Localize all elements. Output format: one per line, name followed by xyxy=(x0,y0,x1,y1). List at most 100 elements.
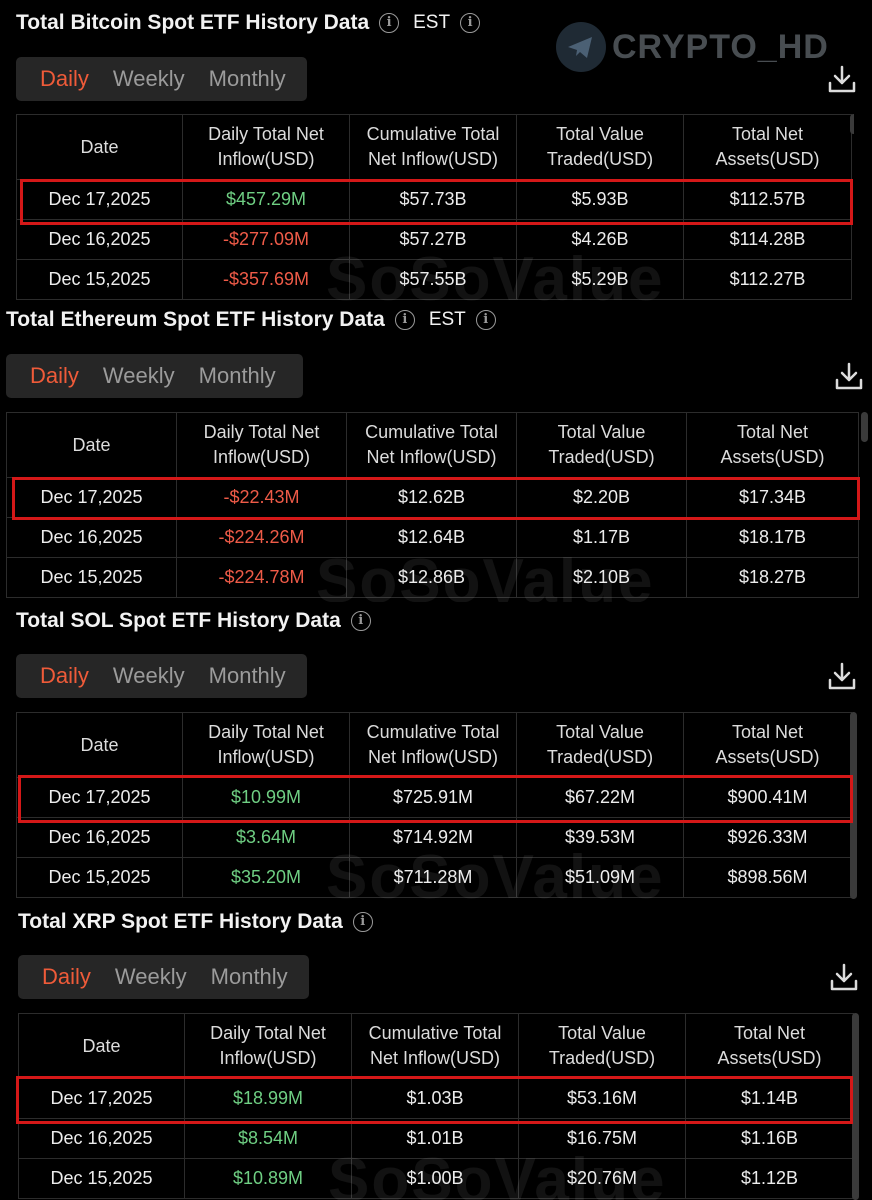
cumulative-inflow-cell: $711.28M xyxy=(349,857,517,898)
table-row[interactable]: Dec 17,2025 $18.99M $1.03B $53.16M $1.14… xyxy=(18,1078,854,1119)
date-cell: Dec 16,2025 xyxy=(16,219,183,260)
xrp-period-tabs: Daily Weekly Monthly xyxy=(18,955,309,999)
download-icon[interactable] xyxy=(834,361,864,391)
table-row[interactable]: Dec 16,2025 $8.54M $1.01B $16.75M $1.16B xyxy=(18,1118,854,1159)
info-icon[interactable]: i xyxy=(350,611,371,631)
tab-monthly[interactable]: Monthly xyxy=(210,964,288,989)
timezone-label[interactable]: EST xyxy=(428,309,466,330)
date-cell: Dec 17,2025 xyxy=(16,777,183,818)
sosovalue-watermark: SoSoValue xyxy=(326,245,665,301)
table-row[interactable]: Dec 15,2025 $35.20M $711.28M $51.09M $89… xyxy=(16,857,852,898)
btc-table-panel: Date Daily Total Net Inflow(USD) Cumulati… xyxy=(16,114,854,301)
download-icon[interactable] xyxy=(827,661,857,691)
eth-period-tabs: Daily Weekly Monthly xyxy=(6,354,303,398)
tab-weekly[interactable]: Weekly xyxy=(102,363,175,388)
tab-daily[interactable]: Daily xyxy=(40,663,89,688)
column-header: Total Value Traded(USD) xyxy=(516,412,687,478)
column-header: Total Net Assets(USD) xyxy=(686,412,859,478)
info-icon[interactable]: i xyxy=(352,912,373,932)
cumulative-inflow-cell: $714.92M xyxy=(349,817,517,858)
daily-inflow-cell: $8.54M xyxy=(184,1118,352,1159)
net-assets-cell: $18.17B xyxy=(686,517,859,558)
eth-title-row: Total Ethereum Spot ETF History Data i E… xyxy=(6,305,496,335)
info-icon[interactable]: i xyxy=(475,310,496,330)
date-cell: Dec 15,2025 xyxy=(18,1158,185,1199)
info-icon[interactable]: i xyxy=(379,13,400,33)
section-title: Total Bitcoin Spot ETF History Data xyxy=(16,11,370,34)
value-traded-cell: $5.93B xyxy=(516,179,684,220)
column-header: Daily Total Net Inflow(USD) xyxy=(182,712,350,778)
tab-weekly[interactable]: Weekly xyxy=(114,964,187,989)
value-traded-cell: $53.16M xyxy=(518,1078,686,1119)
column-header: Date xyxy=(6,412,177,478)
daily-inflow-cell: -$22.43M xyxy=(176,477,347,518)
net-assets-cell: $114.28B xyxy=(683,219,852,260)
table-row[interactable]: Dec 16,2025 -$277.09M $57.27B $4.26B $11… xyxy=(16,219,852,260)
daily-inflow-cell: $18.99M xyxy=(184,1078,352,1119)
table-row[interactable]: Dec 15,2025 -$357.69M $57.55B $5.29B $11… xyxy=(16,259,852,300)
column-header: Daily Total Net Inflow(USD) xyxy=(184,1013,352,1079)
scrollbar[interactable] xyxy=(850,114,854,134)
xrp-title-row: Total XRP Spot ETF History Data i xyxy=(18,907,373,937)
download-icon[interactable] xyxy=(829,962,859,992)
highlight-box xyxy=(12,477,860,520)
info-icon[interactable]: i xyxy=(460,13,481,33)
tab-daily[interactable]: Daily xyxy=(40,66,89,91)
value-traded-cell: $39.53M xyxy=(516,817,684,858)
column-header: Total Value Traded(USD) xyxy=(516,712,684,778)
table-row[interactable]: Dec 16,2025 $3.64M $714.92M $39.53M $926… xyxy=(16,817,852,858)
tab-daily[interactable]: Daily xyxy=(30,363,79,388)
tab-weekly[interactable]: Weekly xyxy=(112,66,185,91)
table-row[interactable]: Dec 15,2025 -$224.78M $12.86B $2.10B $18… xyxy=(6,557,859,598)
btc-table: Date Daily Total Net Inflow(USD) Cumulati… xyxy=(16,114,852,300)
table-header-row: Date Daily Total Net Inflow(USD) Cumulati… xyxy=(18,1013,854,1079)
highlight-box xyxy=(20,179,853,225)
tab-monthly[interactable]: Monthly xyxy=(208,663,286,688)
date-cell: Dec 16,2025 xyxy=(18,1118,185,1159)
column-header: Daily Total Net Inflow(USD) xyxy=(176,412,347,478)
date-cell: Dec 15,2025 xyxy=(16,857,183,898)
value-traded-cell: $67.22M xyxy=(516,777,684,818)
download-icon[interactable] xyxy=(827,64,857,94)
column-header: Date xyxy=(18,1013,185,1079)
cumulative-inflow-cell: $57.27B xyxy=(349,219,517,260)
tab-monthly[interactable]: Monthly xyxy=(208,66,286,91)
column-header: Cumulative Total Net Inflow(USD) xyxy=(351,1013,519,1079)
highlight-box xyxy=(16,1076,853,1124)
value-traded-cell: $4.26B xyxy=(516,219,684,260)
cumulative-inflow-cell: $1.00B xyxy=(351,1158,519,1199)
scrollbar[interactable] xyxy=(852,1013,859,1200)
daily-inflow-cell: -$357.69M xyxy=(182,259,350,300)
eth-table: Date Daily Total Net Inflow(USD) Cumulati… xyxy=(6,412,859,598)
tab-weekly[interactable]: Weekly xyxy=(112,663,185,688)
sol-period-tabs: Daily Weekly Monthly xyxy=(16,654,307,698)
scrollbar[interactable] xyxy=(850,712,857,899)
daily-inflow-cell: -$224.78M xyxy=(176,557,347,598)
sosovalue-watermark: SoSoValue xyxy=(316,547,655,602)
section-title: Total SOL Spot ETF History Data xyxy=(16,609,341,632)
value-traded-cell: $20.76M xyxy=(518,1158,686,1199)
xrp-table-panel: Date Daily Total Net Inflow(USD) Cumulati… xyxy=(18,1013,864,1200)
tab-daily[interactable]: Daily xyxy=(42,964,91,989)
daily-inflow-cell: -$224.26M xyxy=(176,517,347,558)
btc-title-row: Total Bitcoin Spot ETF History Data i ES… xyxy=(16,8,481,38)
info-icon[interactable]: i xyxy=(394,310,415,330)
daily-inflow-cell: $3.64M xyxy=(182,817,350,858)
daily-inflow-cell: $10.89M xyxy=(184,1158,352,1199)
net-assets-cell: $898.56M xyxy=(683,857,852,898)
timezone-label[interactable]: EST xyxy=(413,12,451,33)
table-header-row: Date Daily Total Net Inflow(USD) Cumulati… xyxy=(16,712,852,778)
column-header: Date xyxy=(16,114,183,180)
table-row[interactable]: Dec 17,2025 $457.29M $57.73B $5.93B $112… xyxy=(16,179,852,220)
sosovalue-watermark: SoSoValue xyxy=(326,843,665,899)
table-row[interactable]: Dec 15,2025 $10.89M $1.00B $20.76M $1.12… xyxy=(18,1158,854,1199)
column-header: Total Net Assets(USD) xyxy=(683,712,852,778)
column-header: Date xyxy=(16,712,183,778)
xrp-table: Date Daily Total Net Inflow(USD) Cumulati… xyxy=(18,1013,854,1199)
scrollbar[interactable] xyxy=(861,412,868,442)
date-cell: Dec 16,2025 xyxy=(6,517,177,558)
column-header: Total Net Assets(USD) xyxy=(683,114,852,180)
value-traded-cell: $5.29B xyxy=(516,259,684,300)
daily-inflow-cell: -$277.09M xyxy=(182,219,350,260)
tab-monthly[interactable]: Monthly xyxy=(198,363,276,388)
